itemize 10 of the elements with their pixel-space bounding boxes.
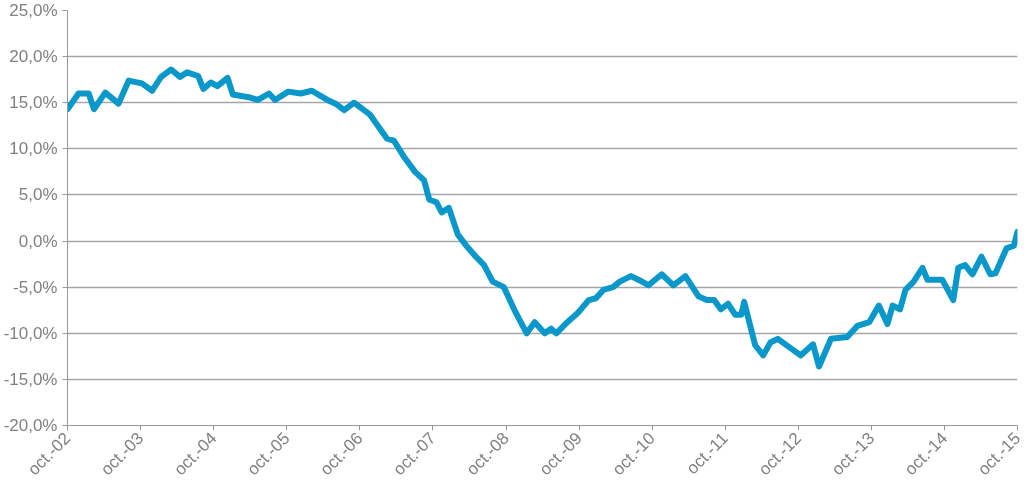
y-tick-label: 0,0% <box>18 231 58 251</box>
y-tick-label: 5,0% <box>18 185 58 205</box>
y-tick-label: 25,0% <box>9 1 58 20</box>
y-tick-label: -5,0% <box>13 277 58 297</box>
y-tick-label: -20,0% <box>3 416 58 435</box>
y-tick-label: -15,0% <box>3 369 58 389</box>
y-tick-label: 20,0% <box>9 47 58 67</box>
y-tick-label: 10,0% <box>9 139 58 159</box>
y-tick-label: -10,0% <box>3 323 58 343</box>
y-tick-label: 15,0% <box>9 93 58 113</box>
